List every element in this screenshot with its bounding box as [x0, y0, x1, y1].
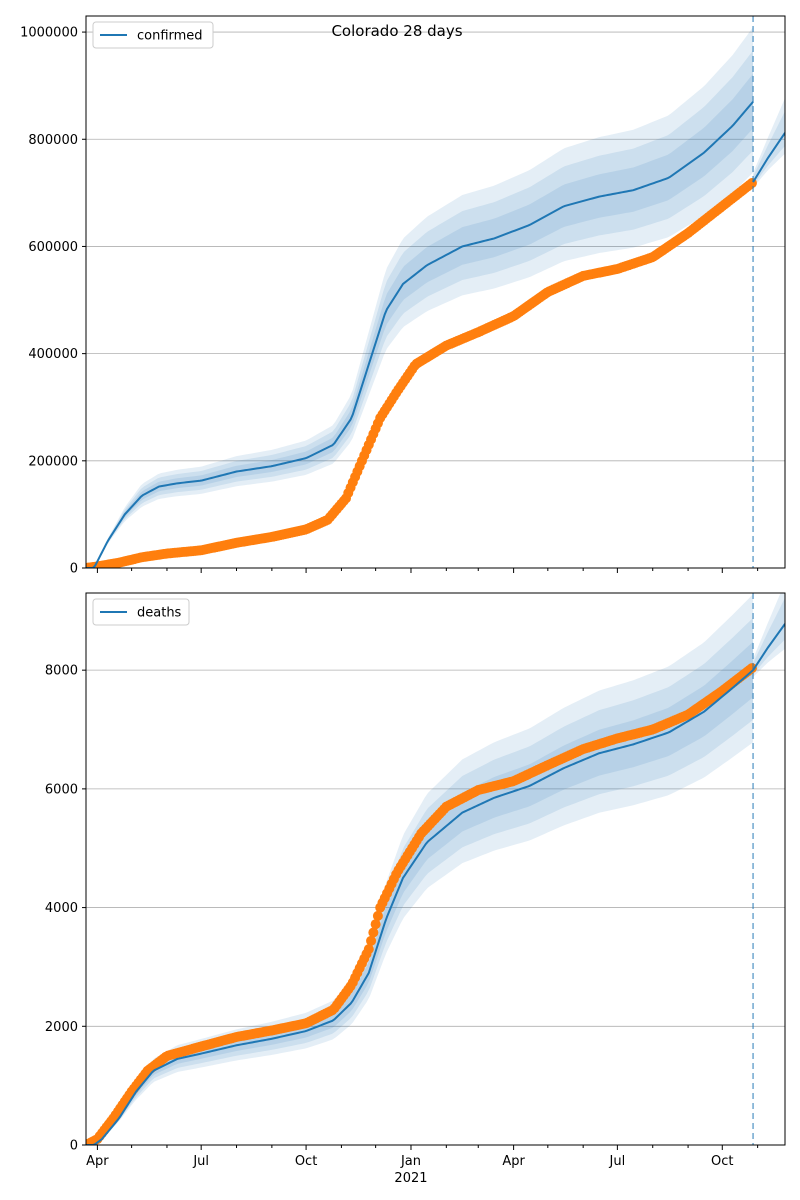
y-tick-label: 800000: [28, 133, 78, 148]
y-tick-label: 400000: [28, 347, 78, 362]
y-tick-label: 0: [70, 1139, 78, 1154]
y-tick-label: 2000: [45, 1020, 78, 1035]
axes-frame: [85, 15, 786, 569]
confidence-band: [86, 617, 754, 1145]
legend-label: deaths: [137, 606, 182, 621]
y-tick-label: 200000: [28, 454, 78, 469]
forecast-band: [753, 98, 785, 188]
axes-frame: [85, 592, 786, 1146]
x-tick-label: Apr: [502, 1154, 525, 1169]
x-tick-label: Jan: [400, 1154, 421, 1169]
confidence-band: [86, 594, 754, 1145]
x-tick-label: Apr: [86, 1154, 109, 1169]
y-tick-label: 6000: [45, 782, 78, 797]
observed-point: [370, 919, 381, 930]
x-year-label: 2021: [394, 1171, 427, 1186]
y-tick-label: 8000: [45, 664, 78, 679]
forecast-band: [753, 111, 785, 186]
x-tick-label: Oct: [711, 1154, 733, 1169]
confidence-band: [86, 73, 754, 568]
observed-point: [746, 663, 757, 674]
observed-point: [363, 944, 374, 955]
legend-label: confirmed: [137, 29, 203, 44]
y-tick-label: 1000000: [20, 26, 78, 41]
forecast-line: [752, 623, 785, 671]
observed-point: [372, 910, 383, 921]
forecast-band: [753, 597, 785, 675]
confidence-band: [86, 641, 754, 1145]
y-tick-label: 4000: [45, 901, 78, 916]
model-line: [86, 669, 754, 1145]
model-line: [86, 101, 754, 568]
x-tick-label: Jul: [192, 1154, 209, 1169]
confidence-band: [86, 50, 754, 568]
legend: deaths: [92, 598, 190, 626]
observed-point: [368, 927, 379, 938]
x-tick-label: Oct: [295, 1154, 317, 1169]
figure-title: Colorado 28 days: [331, 22, 462, 40]
y-tick-label: 0: [70, 562, 78, 577]
forecast-band: [753, 593, 785, 677]
legend-box: [92, 21, 214, 49]
observed-point: [366, 935, 377, 946]
legend-box: [92, 598, 190, 626]
confidence-band: [86, 27, 754, 568]
legend: confirmed: [92, 21, 214, 49]
confirmed-panel: 0 200000 400000 600000 800000 1000000 confirme…: [20, 15, 786, 577]
x-tick-label: Jul: [609, 1154, 626, 1169]
deaths-panel: 0 2000 4000 6000 8000 Apr Jul Oct Jan Apr Jul Oct 20…: [45, 592, 786, 1186]
y-tick-label: 600000: [28, 240, 78, 255]
forecast-line: [752, 132, 785, 183]
